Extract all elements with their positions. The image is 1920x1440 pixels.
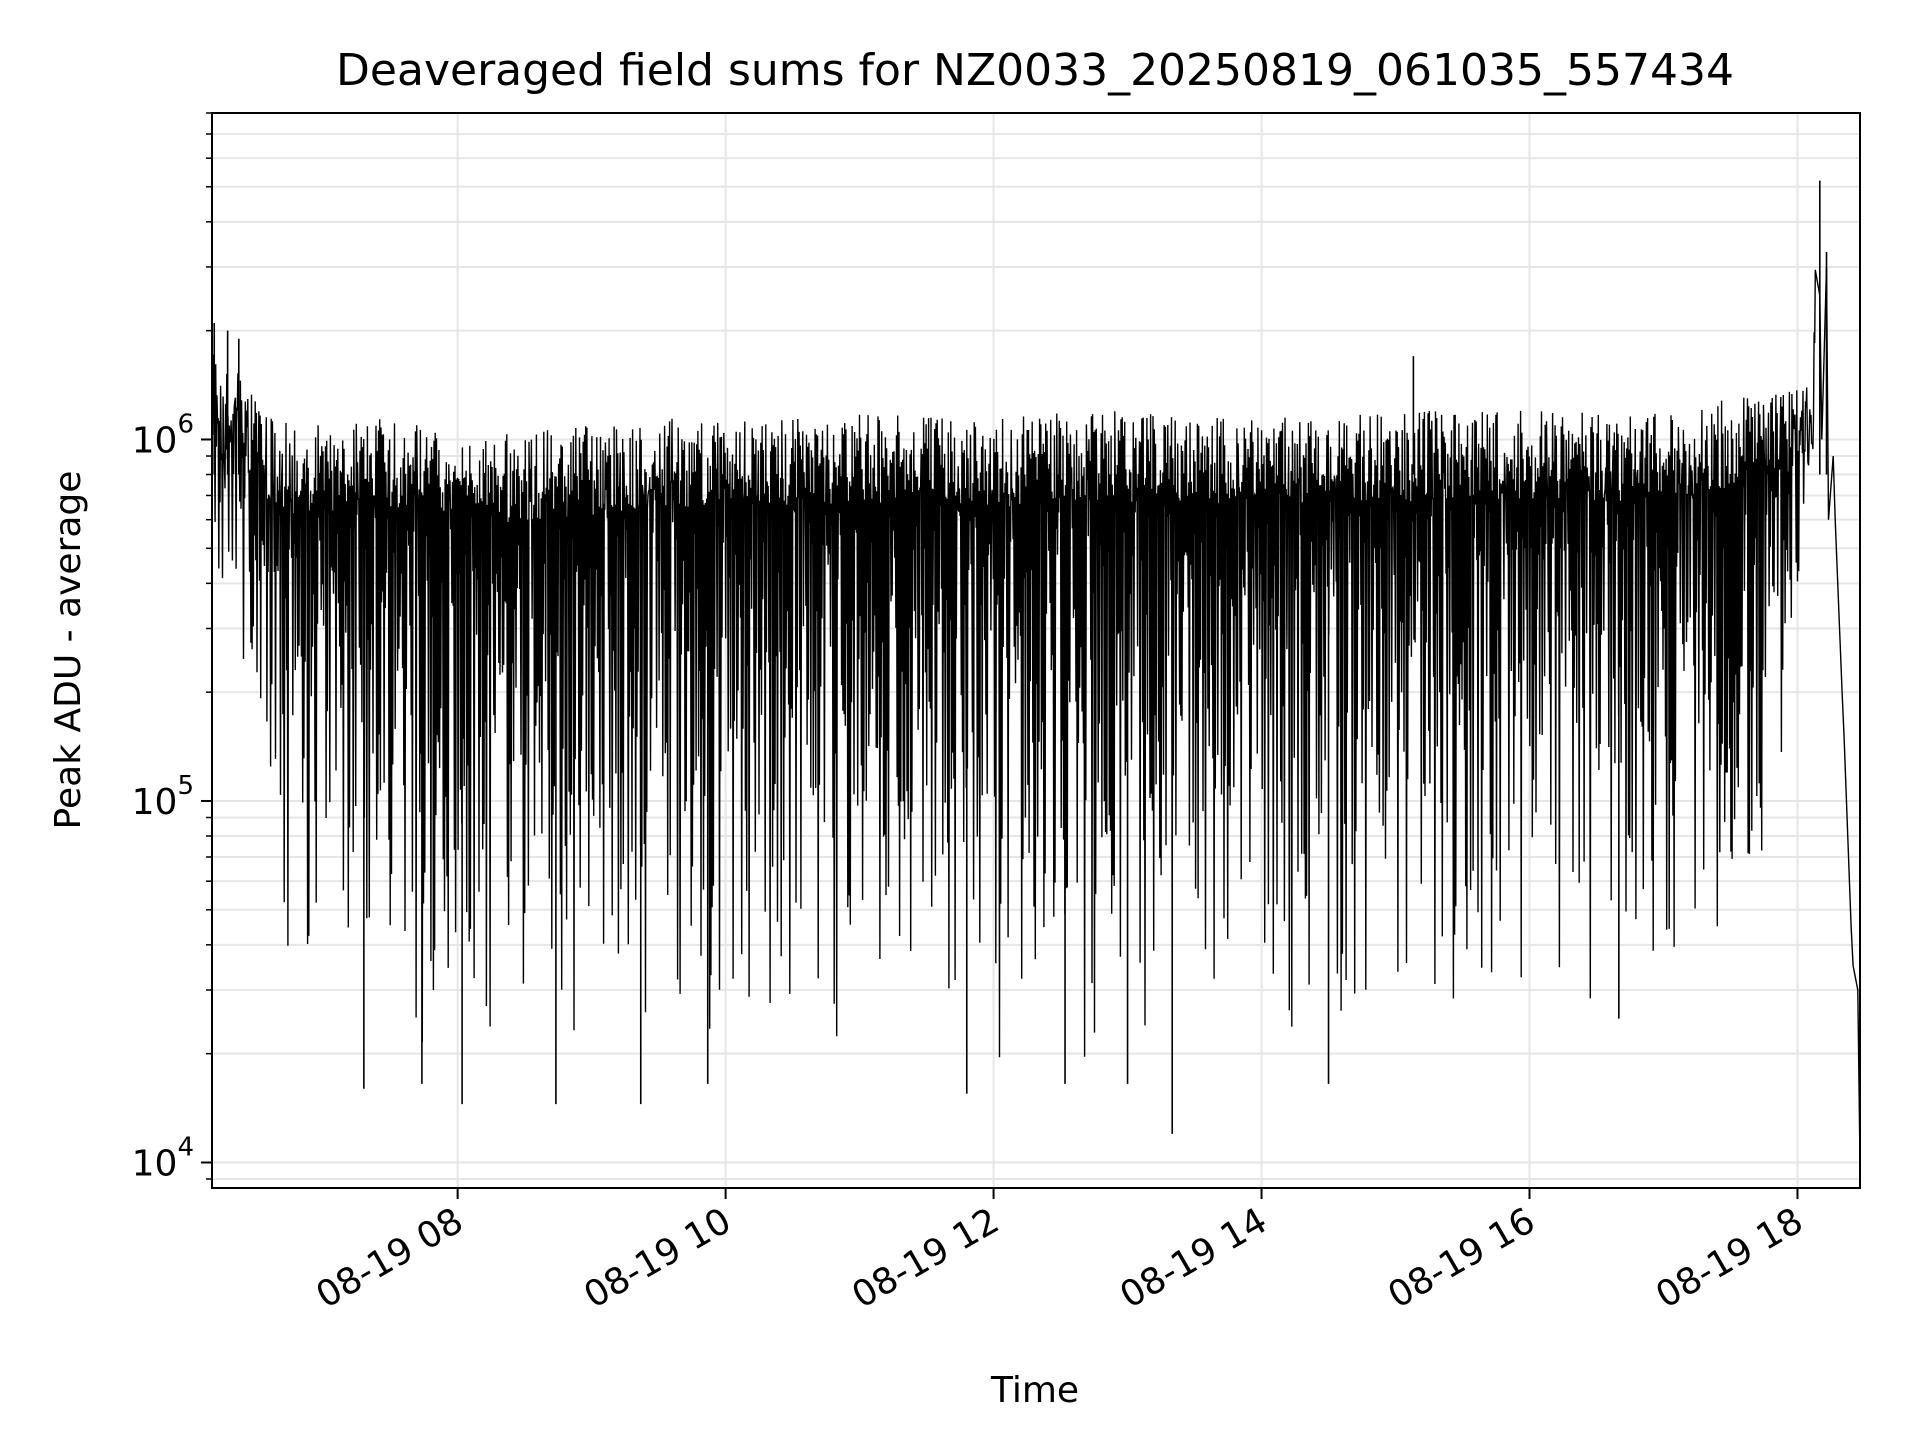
x-axis-label: Time (990, 1370, 1079, 1411)
y-axis-label: Peak ADU - average (48, 471, 89, 830)
chart-title: Deaveraged field sums for NZ0033_2025081… (336, 45, 1734, 96)
y-tick-exponent: 6 (177, 409, 194, 439)
plot-frame (211, 112, 1861, 1189)
y-tick-exponent: 4 (177, 1132, 194, 1162)
series-line (211, 266, 1861, 1148)
series-layer (211, 180, 1861, 1148)
y-tick-exponent: 5 (177, 771, 194, 801)
